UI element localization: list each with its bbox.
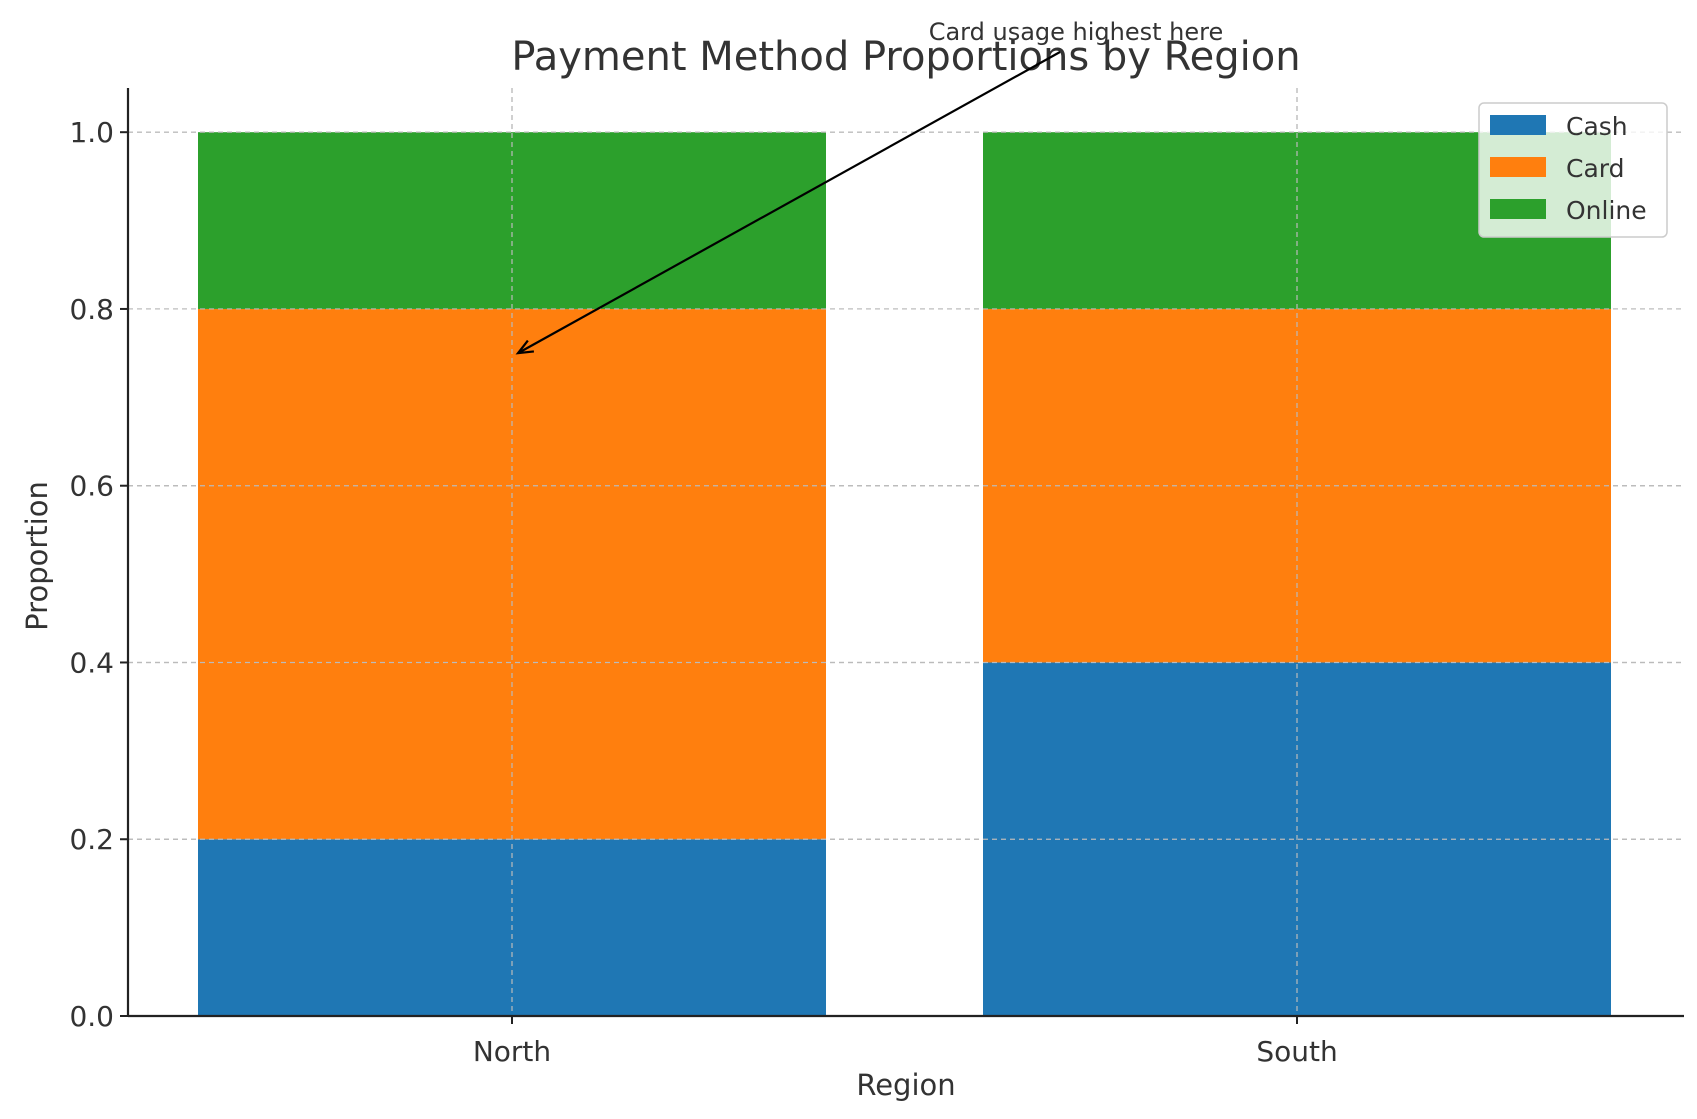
chart-title: Payment Method Proportions by Region	[511, 34, 1300, 80]
axes	[126, 88, 1684, 1018]
x-tick-label: South	[1256, 1035, 1337, 1068]
x-tick-label: North	[473, 1035, 551, 1068]
annotation-arrow-line	[517, 51, 1061, 355]
legend-label-cash: Cash	[1566, 112, 1628, 141]
legend-swatch-cash	[1490, 115, 1546, 135]
y-tick-label: 1.0	[69, 116, 114, 149]
legend-label-online: Online	[1566, 196, 1647, 225]
y-tick-label: 0.2	[69, 823, 114, 856]
y-ticks: 0.0 0.2 0.4 0.6 0.8 1.0	[69, 116, 128, 1033]
legend-label-card: Card	[1566, 154, 1624, 183]
y-tick-label: 0.4	[69, 646, 114, 679]
y-tick-label: 0.8	[69, 293, 114, 326]
x-ticks: North South	[473, 1016, 1338, 1068]
annotation-arrow-head	[515, 339, 535, 355]
x-axis-label: Region	[856, 1068, 955, 1102]
annotation-text: Card usage highest here	[929, 18, 1224, 46]
y-tick-label: 0.0	[69, 1000, 114, 1033]
bars	[128, 88, 1684, 1017]
legend-swatch-online	[1490, 199, 1546, 219]
y-tick-label: 0.6	[69, 470, 114, 503]
annotation: Card usage highest here	[515, 18, 1224, 355]
legend: Cash Card Online	[1478, 102, 1668, 238]
y-axis-label: Proportion	[20, 481, 54, 631]
bar-online-north	[198, 132, 826, 309]
legend-swatch-card	[1490, 157, 1546, 177]
